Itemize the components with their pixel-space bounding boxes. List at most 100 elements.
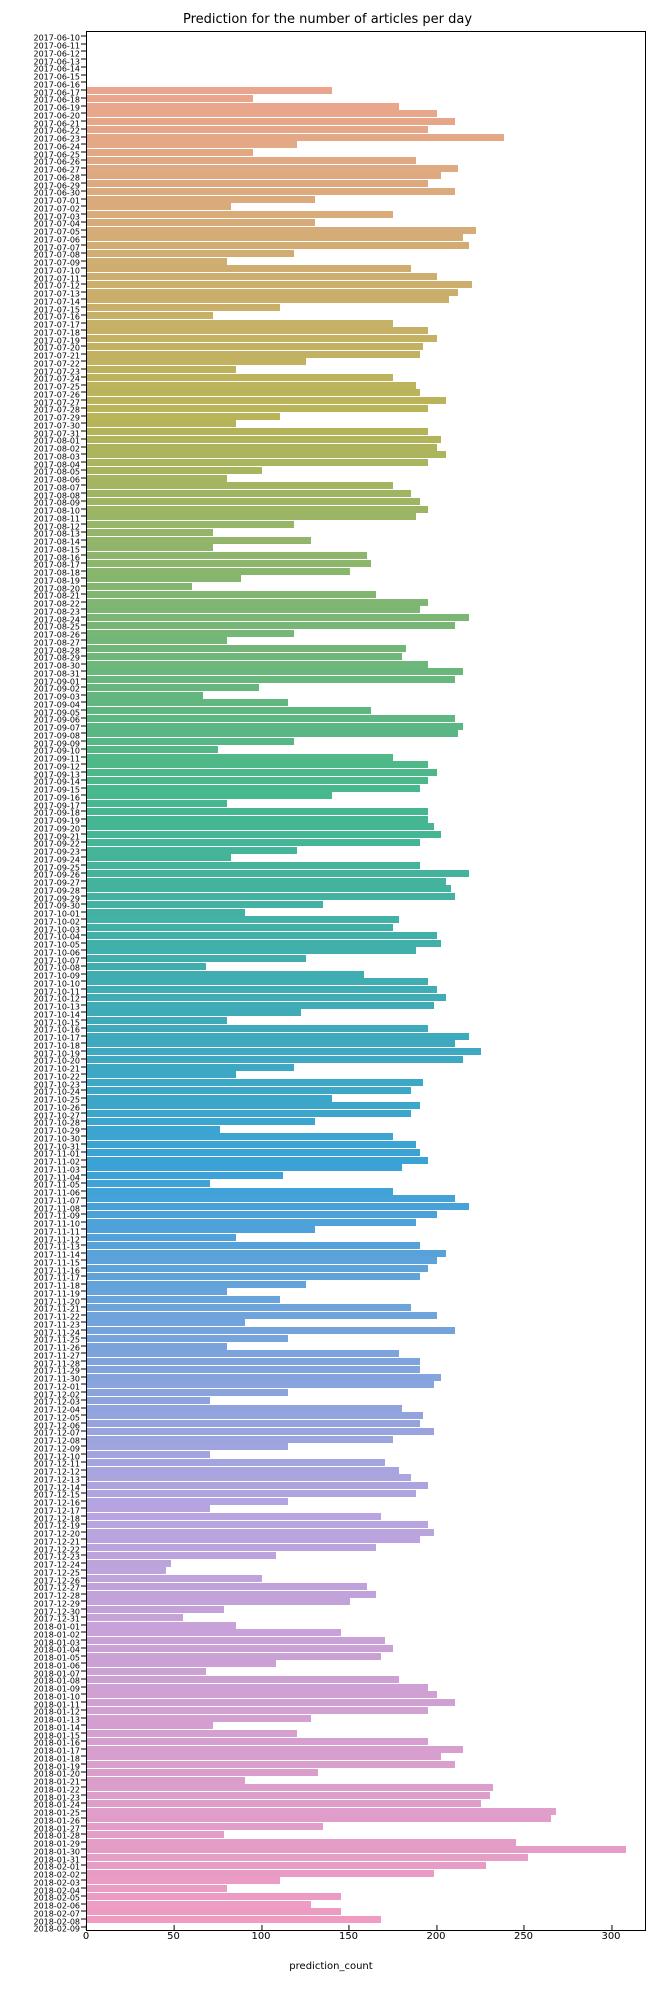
bars-layer [87, 32, 645, 1930]
bar-2017-08-02 [87, 444, 437, 451]
bar-2017-08-06 [87, 475, 227, 482]
bar-2017-09-05 [87, 707, 371, 714]
bar-2017-06-17 [87, 87, 332, 94]
bar-2017-07-19 [87, 335, 437, 342]
bar-2017-10-08 [87, 963, 206, 970]
bar-2017-07-01 [87, 196, 315, 203]
bar-2017-07-10 [87, 265, 411, 272]
bar-2017-08-08 [87, 490, 411, 497]
bar-2018-01-06 [87, 1660, 276, 1667]
bar-2018-01-10 [87, 1691, 437, 1698]
bar-2017-10-16 [87, 1025, 428, 1032]
x-axis-label: prediction_count [16, 1961, 646, 1972]
bar-2017-12-02 [87, 1389, 288, 1396]
bar-2017-11-05 [87, 1180, 210, 1187]
xtick-300: 300 [601, 1931, 620, 1942]
bar-2018-01-21 [87, 1777, 245, 1784]
bar-2017-12-18 [87, 1513, 381, 1520]
bar-2018-01-18 [87, 1753, 441, 1760]
bar-2017-11-20 [87, 1296, 280, 1303]
bar-2017-08-18 [87, 568, 350, 575]
xtick-50: 50 [167, 1931, 180, 1942]
bar-2017-07-11 [87, 273, 437, 280]
bar-2017-11-04 [87, 1172, 283, 1179]
bar-2017-07-07 [87, 242, 469, 249]
bar-2017-10-19 [87, 1048, 481, 1055]
bar-2017-06-22 [87, 126, 428, 133]
bar-2017-12-20 [87, 1529, 434, 1536]
bar-2018-01-27 [87, 1823, 323, 1830]
bar-2018-01-09 [87, 1684, 428, 1691]
bar-2017-09-30 [87, 901, 323, 908]
bar-2017-06-27 [87, 165, 458, 172]
bar-2017-12-24 [87, 1560, 171, 1567]
bar-2017-08-20 [87, 583, 192, 590]
bar-2017-06-20 [87, 110, 437, 117]
bar-2017-06-18 [87, 95, 253, 102]
bar-2018-01-15 [87, 1730, 297, 1737]
bar-2017-08-31 [87, 668, 463, 675]
bar-2017-08-17 [87, 560, 371, 567]
bar-2018-01-16 [87, 1738, 428, 1745]
xtick-250: 250 [514, 1931, 533, 1942]
bar-2017-11-03 [87, 1164, 402, 1171]
bar-2017-12-12 [87, 1467, 399, 1474]
bar-2017-12-16 [87, 1498, 288, 1505]
bar-2017-11-28 [87, 1358, 420, 1365]
bar-2017-06-19 [87, 103, 399, 110]
bar-2017-09-07 [87, 723, 463, 730]
bar-2017-12-10 [87, 1451, 210, 1458]
bar-2017-11-21 [87, 1304, 411, 1311]
bar-2017-09-06 [87, 715, 455, 722]
bar-2017-11-01 [87, 1149, 420, 1156]
bar-2017-07-13 [87, 289, 458, 296]
bar-2017-07-08 [87, 250, 294, 257]
xtick-200: 200 [426, 1931, 445, 1942]
bar-2017-07-28 [87, 405, 428, 412]
bar-2017-08-05 [87, 467, 262, 474]
bar-2017-10-03 [87, 924, 393, 931]
bar-2017-09-15 [87, 785, 420, 792]
bar-2017-08-25 [87, 622, 455, 629]
bar-2017-10-04 [87, 932, 437, 939]
bar-2017-06-21 [87, 118, 455, 125]
bar-2017-08-15 [87, 544, 213, 551]
bar-2017-10-31 [87, 1141, 416, 1148]
bar-2017-10-01 [87, 909, 245, 916]
bar-2017-09-16 [87, 792, 332, 799]
bar-2017-09-27 [87, 878, 446, 885]
bar-2018-01-28 [87, 1831, 224, 1838]
bar-2018-01-30 [87, 1846, 626, 1853]
bar-2018-02-07 [87, 1908, 341, 1915]
bar-2018-01-22 [87, 1784, 493, 1791]
bar-2018-01-23 [87, 1792, 490, 1799]
y-axis: 2017-06-10 2017-06-11 2017-06-12 2017-06… [16, 31, 86, 1931]
bar-2017-12-22 [87, 1544, 376, 1551]
bar-2018-01-03 [87, 1637, 385, 1644]
bar-2017-07-21 [87, 351, 420, 358]
bar-2018-01-25 [87, 1808, 556, 1815]
bar-2017-09-17 [87, 800, 227, 807]
bar-2017-06-24 [87, 141, 297, 148]
bar-2017-08-03 [87, 451, 446, 458]
bar-2018-02-01 [87, 1862, 486, 1869]
bar-2017-08-09 [87, 498, 420, 505]
bar-2017-06-28 [87, 172, 441, 179]
bar-2017-10-30 [87, 1133, 393, 1140]
bar-2017-08-14 [87, 537, 311, 544]
bar-2017-09-09 [87, 738, 294, 745]
bar-2018-01-31 [87, 1854, 528, 1861]
bar-2017-07-05 [87, 227, 476, 234]
bar-2018-02-04 [87, 1885, 227, 1892]
bar-2017-09-24 [87, 854, 231, 861]
bar-2017-07-04 [87, 219, 315, 226]
bar-2017-12-07 [87, 1428, 434, 1435]
bar-2017-08-01 [87, 436, 441, 443]
bar-2017-12-28 [87, 1591, 376, 1598]
bar-2017-10-15 [87, 1017, 227, 1024]
bar-2017-09-19 [87, 816, 428, 823]
bar-2018-01-20 [87, 1769, 318, 1776]
bar-2017-10-26 [87, 1102, 420, 1109]
bar-2017-08-24 [87, 614, 469, 621]
xtick-150: 150 [339, 1931, 358, 1942]
